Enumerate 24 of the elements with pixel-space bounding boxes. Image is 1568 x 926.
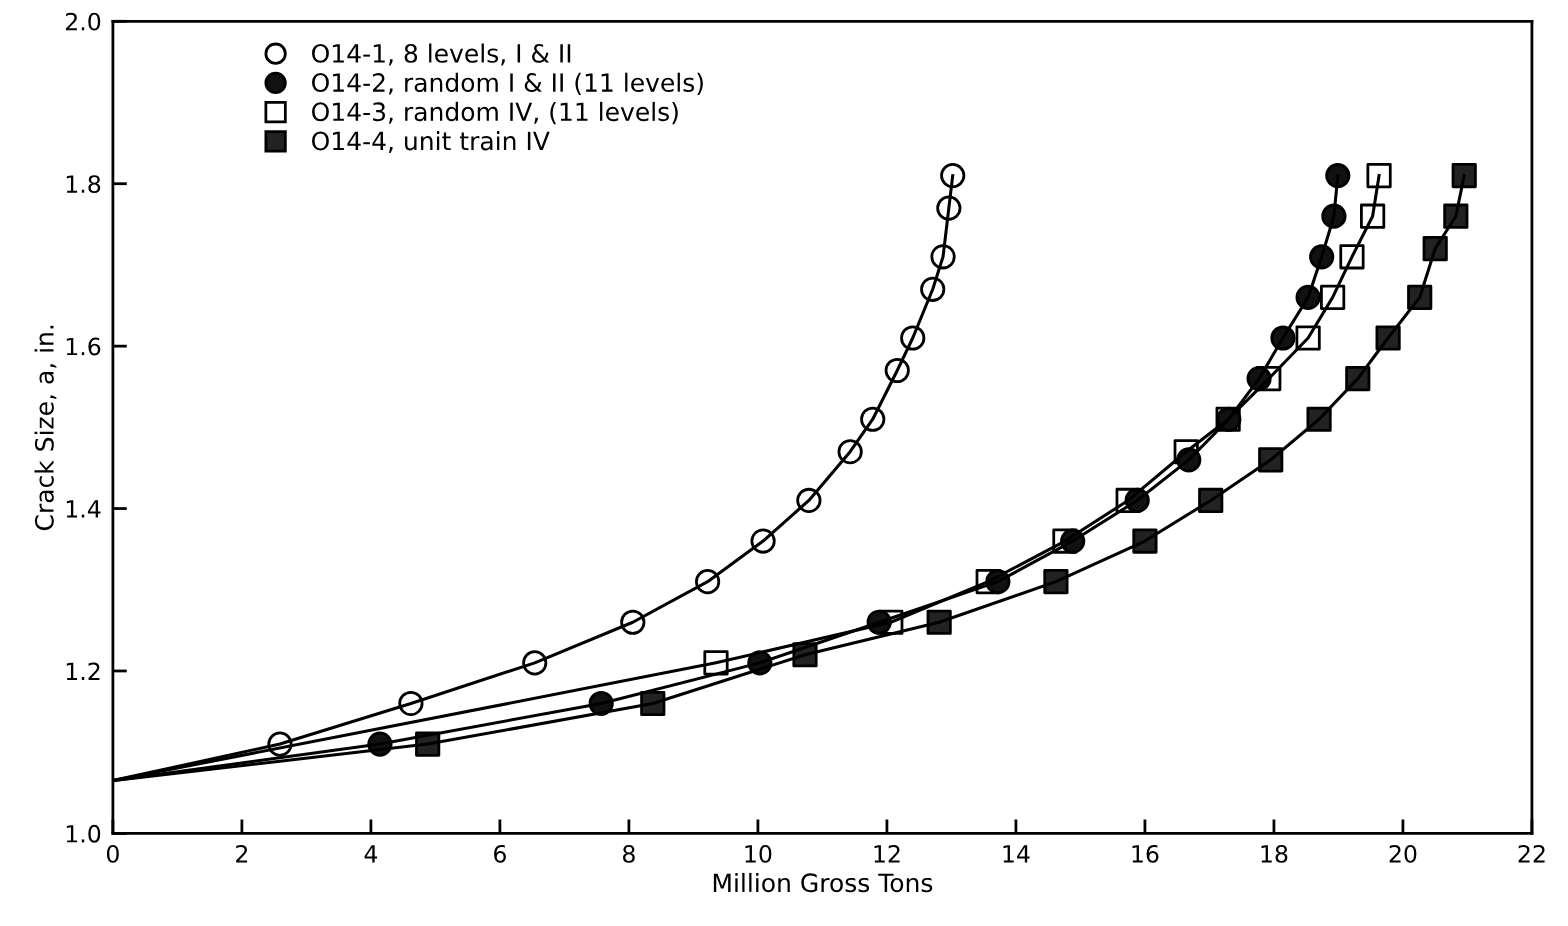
x-tick-label: 20 xyxy=(1389,844,1417,863)
x-tick-label: 8 xyxy=(623,844,635,863)
y-tick-label: 1.4 xyxy=(66,500,101,518)
y-tick-label: 1.6 xyxy=(66,337,101,356)
y-tick-label: 1.8 xyxy=(66,175,101,194)
legend-label: O14-4, unit train IV xyxy=(312,131,550,153)
x-tick-label: 6 xyxy=(494,844,506,863)
x-tick-label: 18 xyxy=(1261,844,1288,863)
y-axis-title: Crack Size, a, in. xyxy=(34,325,57,531)
y-tick-label: 1.2 xyxy=(66,662,100,680)
x-tick-label: 10 xyxy=(745,844,772,863)
x-tick-label: 12 xyxy=(874,844,900,863)
legend-label: O14-2, random I & II (11 levels) xyxy=(312,72,703,95)
y-tick-label: 2.0 xyxy=(65,12,101,31)
x-tick-label: 4 xyxy=(364,845,378,863)
x-tick-label: 16 xyxy=(1132,844,1159,863)
x-tick-label: 0 xyxy=(106,844,119,863)
legend-label: O14-1, 8 levels, I & II xyxy=(312,43,571,66)
legend-label: O14-3, random IV, (11 levels) xyxy=(312,101,678,125)
y-tick-label: 1.0 xyxy=(66,824,101,843)
x-axis-title: Million Gross Tons xyxy=(713,872,933,893)
x-tick-label: 22 xyxy=(1518,844,1545,863)
x-tick-label: 2 xyxy=(236,844,248,863)
x-tick-label: 14 xyxy=(1003,845,1030,863)
